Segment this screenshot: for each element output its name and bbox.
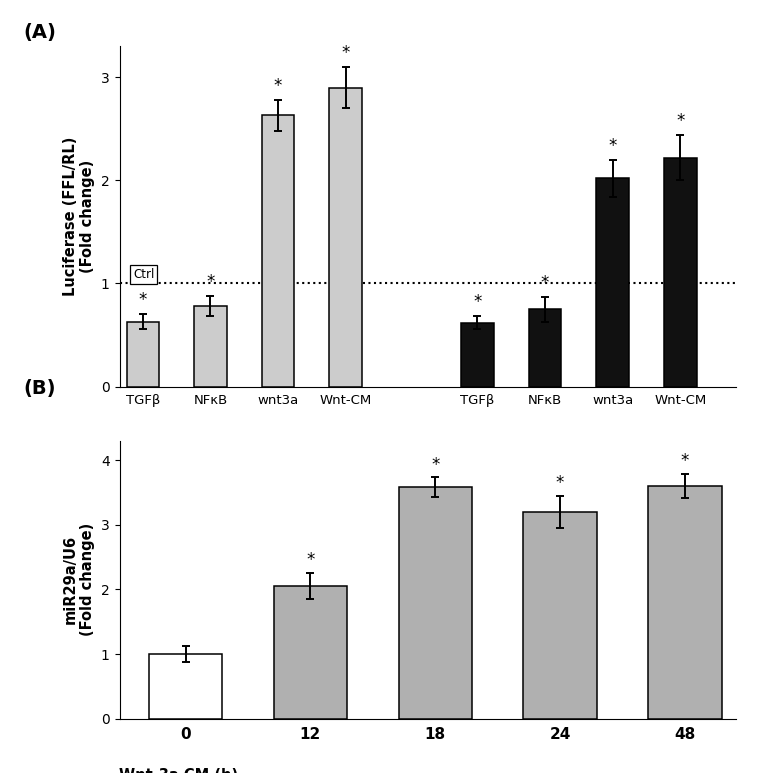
Text: *: * (342, 44, 350, 62)
Bar (261, 115, 295, 386)
Bar (194, 306, 227, 386)
Y-axis label: miR29a/U6
(Fold change): miR29a/U6 (Fold change) (63, 523, 96, 636)
Text: *: * (541, 274, 549, 291)
Text: pGL3-miR29a/b1: pGL3-miR29a/b1 (189, 530, 300, 543)
Text: *: * (274, 77, 282, 95)
Text: pGL3-miR29c/b2: pGL3-miR29c/b2 (524, 530, 634, 543)
Text: Wnt-3a CM (h): Wnt-3a CM (h) (119, 768, 238, 773)
Y-axis label: Luciferase (FFL/RL)
(Fold change): Luciferase (FFL/RL) (Fold change) (63, 137, 96, 296)
Text: *: * (207, 273, 214, 291)
Text: *: * (431, 455, 439, 474)
Bar (524, 512, 597, 719)
Bar (149, 654, 222, 719)
Text: *: * (608, 137, 617, 155)
Text: (B): (B) (23, 379, 56, 398)
Text: *: * (556, 474, 564, 492)
Bar (126, 322, 159, 386)
Text: *: * (306, 551, 315, 570)
Bar (597, 179, 629, 386)
Text: *: * (139, 291, 147, 309)
Bar (399, 487, 472, 719)
Bar (648, 486, 722, 719)
Bar (329, 87, 362, 386)
Text: Ctrl: Ctrl (133, 268, 154, 281)
Text: (A): (A) (23, 23, 56, 43)
Bar (461, 322, 493, 386)
Bar (664, 158, 697, 386)
Bar (529, 309, 561, 386)
Bar (274, 586, 347, 719)
Text: *: * (473, 293, 482, 312)
Text: *: * (676, 112, 685, 130)
Text: *: * (681, 452, 689, 471)
